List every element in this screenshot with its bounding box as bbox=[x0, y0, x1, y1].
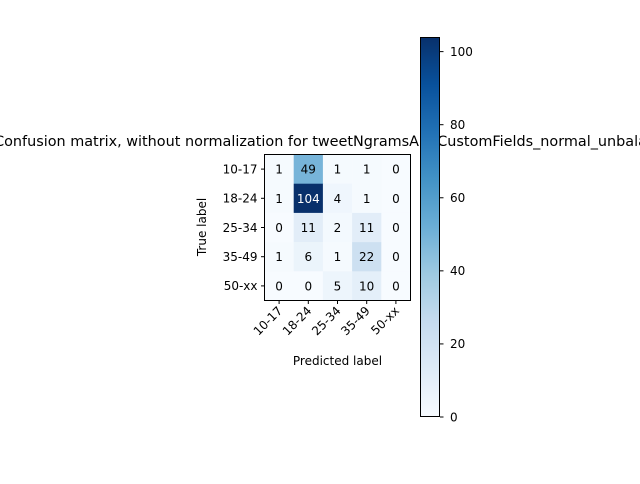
cell-value-label: 11 bbox=[301, 221, 316, 235]
y-tick-label: 35-49 bbox=[223, 250, 258, 264]
heatmap-cell bbox=[352, 212, 382, 243]
heatmap-cell bbox=[293, 212, 324, 243]
chart-title: Confusion matrix, without normalization … bbox=[0, 134, 640, 150]
heatmap-cell bbox=[293, 242, 324, 272]
cell-value-label: 10 bbox=[359, 279, 374, 293]
heatmap-cell bbox=[264, 154, 294, 184]
colorbar-tick-label: 100 bbox=[450, 45, 473, 59]
cell-value-label: 1 bbox=[334, 163, 342, 177]
cell-value-label: 0 bbox=[392, 279, 400, 293]
cell-value-label: 1 bbox=[363, 163, 371, 177]
cell-value-label: 0 bbox=[304, 279, 312, 293]
heatmap-cell bbox=[264, 271, 294, 301]
x-tick-label: 35-49 bbox=[338, 304, 373, 339]
heatmap-cell bbox=[264, 183, 294, 214]
cell-value-label: 1 bbox=[363, 192, 371, 206]
x-tick-label: 25-34 bbox=[309, 304, 344, 339]
cell-value-label: 6 bbox=[304, 250, 312, 264]
colorbar-gradient bbox=[420, 37, 440, 417]
cell-value-label: 1 bbox=[334, 250, 342, 264]
cell-value-label: 2 bbox=[334, 221, 342, 235]
heatmap-cells: 1 49 1 1 01 104 4 1 00 11 2 11 01 6 1 22 00 0 5 10 0 bbox=[264, 154, 411, 301]
heatmap-cell bbox=[381, 183, 411, 214]
cell-value-label: 0 bbox=[275, 279, 283, 293]
colorbar-tick-label: 80 bbox=[450, 118, 465, 132]
heatmap-cell bbox=[352, 183, 382, 214]
colorbar: 0 20 40 60 80 100 bbox=[420, 37, 473, 424]
y-tick-label: 25-34 bbox=[223, 221, 258, 235]
heatmap-cell bbox=[322, 183, 353, 214]
heatmap-cell bbox=[322, 154, 353, 184]
y-tick-label: 18-24 bbox=[223, 192, 258, 206]
colorbar-tick-label: 0 bbox=[450, 410, 458, 424]
heatmap-cell bbox=[293, 154, 324, 184]
heatmap-cell bbox=[352, 242, 382, 272]
cell-value-label: 5 bbox=[334, 279, 342, 293]
cell-value-label: 104 bbox=[297, 192, 320, 206]
x-tick-label: 50-xx bbox=[368, 304, 402, 338]
heatmap-cell bbox=[381, 242, 411, 272]
heatmap-cell bbox=[264, 242, 294, 272]
x-tick-label: 18-24 bbox=[280, 304, 315, 339]
cell-value-label: 49 bbox=[301, 163, 316, 177]
heatmap-cell bbox=[322, 271, 353, 301]
cell-value-label: 1 bbox=[275, 163, 283, 177]
heatmap-cell bbox=[381, 154, 411, 184]
heatmap-cell bbox=[264, 212, 294, 243]
y-axis-label: True label bbox=[195, 198, 209, 257]
colorbar-tick-label: 20 bbox=[450, 337, 465, 351]
heatmap-cell bbox=[352, 154, 382, 184]
cell-value-label: 4 bbox=[334, 192, 342, 206]
heatmap-cell bbox=[322, 212, 353, 243]
cell-value-label: 11 bbox=[359, 221, 374, 235]
colorbar-frame bbox=[420, 37, 440, 417]
heatmap-cell bbox=[293, 271, 324, 301]
heatmap-cell bbox=[381, 212, 411, 243]
cell-value-label: 0 bbox=[392, 250, 400, 264]
cell-value-label: 1 bbox=[275, 250, 283, 264]
colorbar-tick-label: 60 bbox=[450, 191, 465, 205]
heatmap-cell bbox=[381, 271, 411, 301]
heatmap-cell bbox=[352, 271, 382, 301]
x-tick-label: 10-17 bbox=[251, 304, 286, 339]
y-tick-label: 50-xx bbox=[224, 279, 258, 293]
colorbar-ticks: 0 20 40 60 80 100 bbox=[440, 45, 473, 424]
cell-value-label: 1 bbox=[275, 192, 283, 206]
x-axis-label: Predicted label bbox=[293, 354, 382, 368]
heatmap-cell bbox=[293, 183, 324, 214]
colorbar-tick-label: 40 bbox=[450, 264, 465, 278]
cell-value-label: 0 bbox=[392, 163, 400, 177]
cell-value-label: 0 bbox=[392, 221, 400, 235]
cell-value-label: 0 bbox=[275, 221, 283, 235]
cell-value-label: 22 bbox=[359, 250, 374, 264]
cell-value-label: 0 bbox=[392, 192, 400, 206]
y-tick-label: 10-17 bbox=[223, 162, 258, 176]
heatmap-cell bbox=[322, 242, 353, 272]
